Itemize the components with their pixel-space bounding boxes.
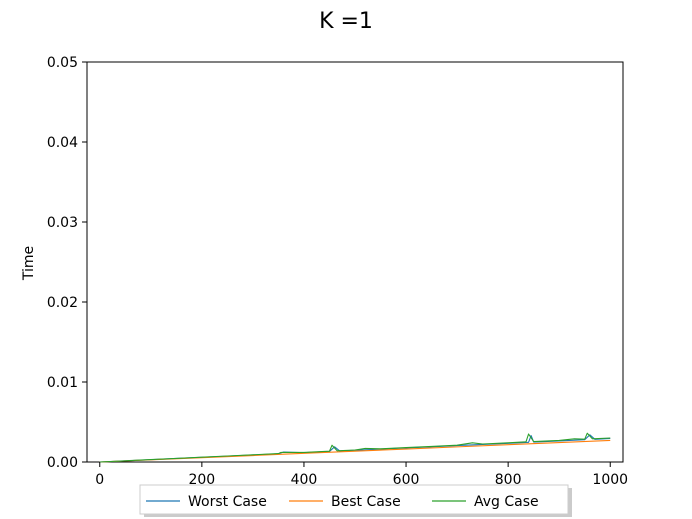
y-axis-label: Time <box>21 246 37 281</box>
legend-items: Worst Case Best Case Avg Case <box>146 494 539 510</box>
legend-label-best-case: Best Case <box>331 494 401 510</box>
x-tick-label: 1000 <box>592 472 628 488</box>
legend: Worst Case Best Case Avg Case <box>139 484 572 517</box>
x-axis-ticks: 0 200 400 600 800 1000 <box>95 462 628 488</box>
y-tick-label: 0.04 <box>47 135 78 151</box>
y-axis-ticks: 0.00 0.01 0.02 0.03 0.04 0.05 <box>47 55 87 471</box>
legend-label-avg-case: Avg Case <box>474 494 539 510</box>
x-tick-label: 0 <box>95 472 104 488</box>
y-tick-label: 0.05 <box>47 55 78 71</box>
plot-frame <box>86 61 624 463</box>
y-tick-label: 0.01 <box>47 375 78 391</box>
x-tick-label: 400 <box>291 472 318 488</box>
y-tick-label: 0.00 <box>47 455 78 471</box>
x-tick-label: 200 <box>188 472 215 488</box>
y-tick-label: 0.02 <box>47 295 78 311</box>
x-tick-label: 600 <box>393 472 420 488</box>
legend-box <box>139 484 569 515</box>
y-tick-label: 0.03 <box>47 215 78 231</box>
series-line-avg-case <box>99 432 611 463</box>
series-lines <box>99 432 611 463</box>
chart-title: K =1 <box>319 9 373 34</box>
legend-label-worst-case: Worst Case <box>188 494 267 510</box>
plot-area <box>86 61 624 463</box>
x-tick-label: 800 <box>495 472 522 488</box>
